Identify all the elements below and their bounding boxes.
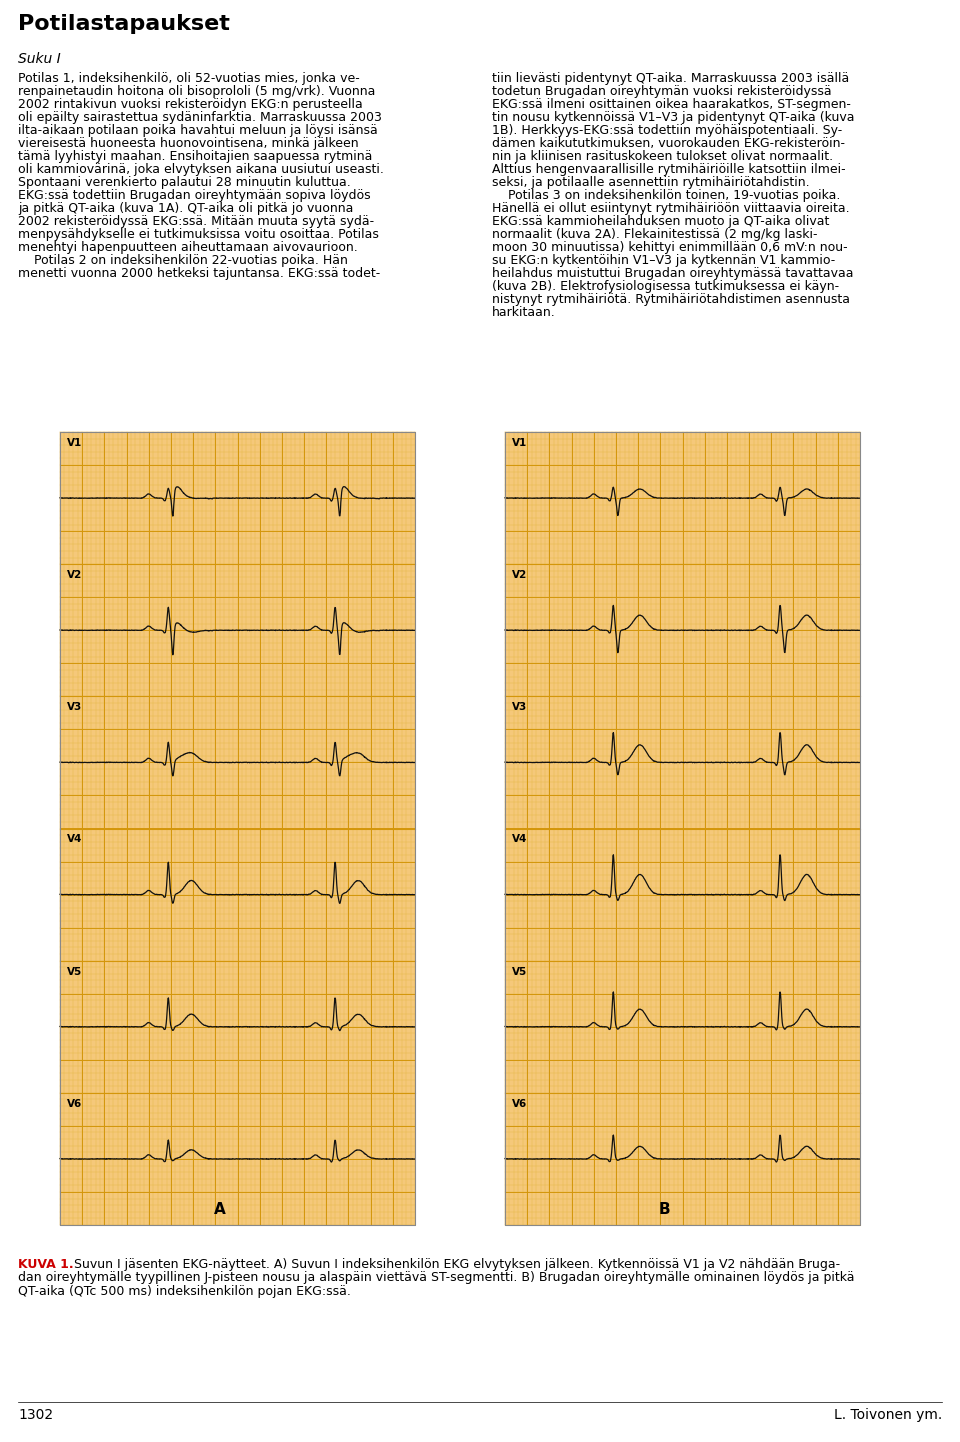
Text: V3: V3 xyxy=(67,702,83,712)
Text: V2: V2 xyxy=(512,570,527,580)
Text: (kuva 2B). Elektrofysiologisessa tutkimuksessa ei käyn-: (kuva 2B). Elektrofysiologisessa tutkimu… xyxy=(492,280,839,293)
Text: EKG:ssä kammioheilahduksen muoto ja QT-aika olivat: EKG:ssä kammioheilahduksen muoto ja QT-a… xyxy=(492,215,829,228)
Text: nistynyt rytmihäiriötä. Rytmihäiriötahdistimen asennusta: nistynyt rytmihäiriötä. Rytmihäiriötahdi… xyxy=(492,293,850,306)
Text: V6: V6 xyxy=(512,1099,527,1109)
Bar xyxy=(505,433,860,1226)
Text: V4: V4 xyxy=(512,835,527,845)
Text: seksi, ja potilaalle asennettiin rytmihäiriötahdistin.: seksi, ja potilaalle asennettiin rytmihä… xyxy=(492,176,809,189)
Text: tin nousu kytkennöissä V1–V3 ja pidentynyt QT-aika (kuva: tin nousu kytkennöissä V1–V3 ja pidentyn… xyxy=(492,111,854,124)
Text: Potilas 1, indeksihenkilö, oli 52-vuotias mies, jonka ve-: Potilas 1, indeksihenkilö, oli 52-vuotia… xyxy=(18,72,360,85)
Text: Potilas 3 on indeksihenkilön toinen, 19-vuotias poika.: Potilas 3 on indeksihenkilön toinen, 19-… xyxy=(492,189,840,202)
Text: V5: V5 xyxy=(512,966,527,976)
Text: harkitaan.: harkitaan. xyxy=(492,306,556,319)
Text: V5: V5 xyxy=(67,966,83,976)
Text: dan oireyhtymälle tyypillinen J-pisteen nousu ja alaspäin viettävä ST-segmentti.: dan oireyhtymälle tyypillinen J-pisteen … xyxy=(18,1272,854,1285)
Text: 1302: 1302 xyxy=(18,1407,53,1422)
Text: Hänellä ei ollut esiintynyt rytmihäiriöön viittaavia oireita.: Hänellä ei ollut esiintynyt rytmihäiriöö… xyxy=(492,202,850,215)
Text: normaalit (kuva 2A). Flekainitestissä (2 mg/kg laski-: normaalit (kuva 2A). Flekainitestissä (2… xyxy=(492,228,818,241)
Text: menehtyi hapenpuutteen aiheuttamaan aivovaurioon.: menehtyi hapenpuutteen aiheuttamaan aivo… xyxy=(18,241,358,254)
Text: A: A xyxy=(214,1203,226,1217)
Text: Potilastapaukset: Potilastapaukset xyxy=(18,14,229,35)
Text: Suku I: Suku I xyxy=(18,52,60,66)
Text: viereisestä huoneesta huonovointisena, minkä jälkeen: viereisestä huoneesta huonovointisena, m… xyxy=(18,137,359,150)
Text: renpainetaudin hoitona oli bisoprololi (5 mg/vrk). Vuonna: renpainetaudin hoitona oli bisoprololi (… xyxy=(18,85,375,98)
Text: B: B xyxy=(659,1203,671,1217)
Text: V1: V1 xyxy=(67,438,83,448)
Text: Alttius hengenvaarallisille rytmihäiriöille katsottiin ilmei-: Alttius hengenvaarallisille rytmihäiriöi… xyxy=(492,163,846,176)
Bar xyxy=(505,433,860,1226)
Text: tämä lyyhistyi maahan. Ensihoitajien saapuessa rytminä: tämä lyyhistyi maahan. Ensihoitajien saa… xyxy=(18,150,372,163)
Text: EKG:ssä todettiin Brugadan oireyhtymään sopiva löydös: EKG:ssä todettiin Brugadan oireyhtymään … xyxy=(18,189,371,202)
Text: nin ja kliinisen rasituskokeen tulokset olivat normaalit.: nin ja kliinisen rasituskokeen tulokset … xyxy=(492,150,833,163)
Text: 2002 rekisteröidyssä EKG:ssä. Mitään muuta syytä sydä-: 2002 rekisteröidyssä EKG:ssä. Mitään muu… xyxy=(18,215,374,228)
Text: oli kammiovärinä, joka elvytyksen aikana uusiutui useasti.: oli kammiovärinä, joka elvytyksen aikana… xyxy=(18,163,384,176)
Text: V6: V6 xyxy=(67,1099,83,1109)
Text: L. Toivonen ym.: L. Toivonen ym. xyxy=(833,1407,942,1422)
Text: EKG:ssä ilmeni osittainen oikea haarakatkos, ST-segmen-: EKG:ssä ilmeni osittainen oikea haarakat… xyxy=(492,98,851,111)
Bar xyxy=(60,433,415,1226)
Bar xyxy=(60,433,415,1226)
Text: 1B). Herkkyys-EKG:ssä todettiin myöhäispotentiaali. Sy-: 1B). Herkkyys-EKG:ssä todettiin myöhäisp… xyxy=(492,124,842,137)
Text: menpysähdykselle ei tutkimuksissa voitu osoittaa. Potilas: menpysähdykselle ei tutkimuksissa voitu … xyxy=(18,228,379,241)
Text: QT-aika (QTc 500 ms) indeksihenkilön pojan EKG:ssä.: QT-aika (QTc 500 ms) indeksihenkilön poj… xyxy=(18,1285,350,1298)
Text: V2: V2 xyxy=(67,570,83,580)
Text: su EKG:n kytkentöihin V1–V3 ja kytkennän V1 kammio-: su EKG:n kytkentöihin V1–V3 ja kytkennän… xyxy=(492,254,835,267)
Text: heilahdus muistuttui Brugadan oireyhtymässä tavattavaa: heilahdus muistuttui Brugadan oireyhtymä… xyxy=(492,267,853,280)
Text: 2002 rintakivun vuoksi rekisteröidyn EKG:n perusteella: 2002 rintakivun vuoksi rekisteröidyn EKG… xyxy=(18,98,363,111)
Text: V4: V4 xyxy=(67,835,83,845)
Text: ilta-aikaan potilaan poika havahtui meluun ja löysi isänsä: ilta-aikaan potilaan poika havahtui melu… xyxy=(18,124,377,137)
Text: todetun Brugadan oireyhtymän vuoksi rekisteröidyssä: todetun Brugadan oireyhtymän vuoksi reki… xyxy=(492,85,831,98)
Text: tiin lievästi pidentynyt QT-aika. Marraskuussa 2003 isällä: tiin lievästi pidentynyt QT-aika. Marras… xyxy=(492,72,850,85)
Text: oli epäilty sairastettua sydäninfarktia. Marraskuussa 2003: oli epäilty sairastettua sydäninfarktia.… xyxy=(18,111,382,124)
Text: Potilas 2 on indeksihenkilön 22-vuotias poika. Hän: Potilas 2 on indeksihenkilön 22-vuotias … xyxy=(18,254,348,267)
Text: Spontaani verenkierto palautui 28 minuutin kuluttua.: Spontaani verenkierto palautui 28 minuut… xyxy=(18,176,350,189)
Text: moon 30 minuutissa) kehittyi enimmillään 0,6 mV:n nou-: moon 30 minuutissa) kehittyi enimmillään… xyxy=(492,241,848,254)
Text: dämen kaikututkimuksen, vuorokauden EKG-rekisteröin-: dämen kaikututkimuksen, vuorokauden EKG-… xyxy=(492,137,845,150)
Text: KUVA 1.: KUVA 1. xyxy=(18,1257,74,1270)
Text: V3: V3 xyxy=(512,702,527,712)
Text: Suvun I jäsenten EKG-näytteet. A) Suvun I indeksihenkilön EKG elvytyksen jälkeen: Suvun I jäsenten EKG-näytteet. A) Suvun … xyxy=(70,1257,840,1270)
Text: ja pitkä QT-aika (kuva 1A). QT-aika oli pitkä jo vuonna: ja pitkä QT-aika (kuva 1A). QT-aika oli … xyxy=(18,202,353,215)
Text: V1: V1 xyxy=(512,438,527,448)
Text: menetti vuonna 2000 hetkeksi tajuntansa. EKG:ssä todet-: menetti vuonna 2000 hetkeksi tajuntansa.… xyxy=(18,267,380,280)
